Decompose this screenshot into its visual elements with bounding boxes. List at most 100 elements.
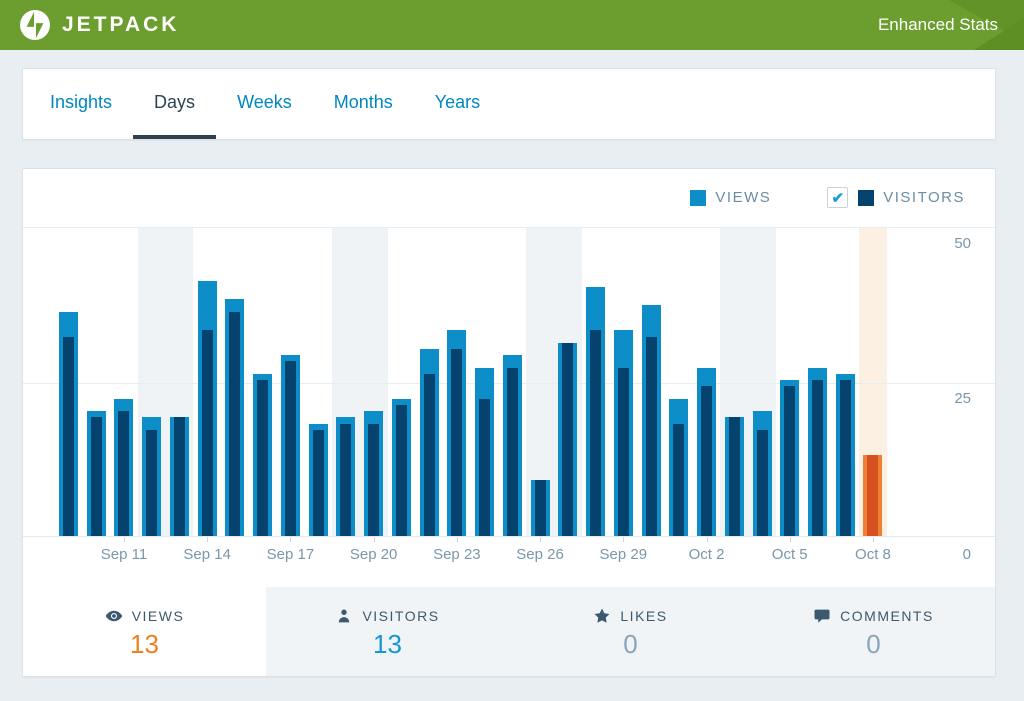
bar-oct-6[interactable] — [807, 367, 827, 536]
legend-visitors-label: VISITORS — [883, 189, 965, 207]
visitors-bar — [340, 423, 352, 536]
bar-sep-24[interactable] — [475, 367, 495, 536]
x-axis-tick — [540, 536, 542, 542]
x-axis-tick — [872, 536, 874, 542]
tab-years[interactable]: Years — [434, 91, 481, 112]
visitors-swatch-icon — [858, 189, 875, 206]
bar-sep-11[interactable] — [114, 398, 134, 536]
summary-likes[interactable]: LIKES 0 — [509, 587, 752, 676]
visitors-bar — [423, 373, 435, 536]
bar-sep-19[interactable] — [336, 417, 356, 536]
chart-legend: VIEWS ✔ VISITORS — [23, 169, 995, 227]
jetpack-logo-icon — [20, 10, 50, 40]
bar-sep-22[interactable] — [419, 348, 439, 536]
visitors-bar — [728, 417, 740, 536]
legend-visitors: ✔ VISITORS — [827, 187, 965, 209]
tab-weeks[interactable]: Weeks — [237, 91, 292, 112]
summary-head: VISITORS — [335, 607, 439, 625]
x-axis-label-sep-26: Sep 26 — [516, 545, 564, 563]
y-axis-label-0: 0 — [962, 545, 971, 563]
jetpack-brand: JETPACK — [20, 10, 179, 40]
y-axis-label-50: 50 — [954, 234, 971, 252]
bar-oct-2[interactable] — [697, 367, 717, 536]
bar-oct-4[interactable] — [752, 411, 772, 536]
bar-sep-21[interactable] — [391, 398, 411, 536]
visitors-bar — [811, 380, 823, 536]
visitors-bar — [63, 336, 74, 536]
x-axis-label-sep-20: Sep 20 — [349, 545, 398, 563]
bar-sep-18[interactable] — [308, 423, 328, 536]
visitors-bar — [284, 361, 296, 536]
bar-sep-25[interactable] — [502, 355, 522, 536]
visitors-bar — [451, 348, 463, 536]
bar-sep-27[interactable] — [558, 342, 578, 536]
summary-tabs: VIEWS 13 VISITORS 13 LIKES 0 COMMENTS 0 — [23, 587, 995, 676]
period-tabs: Insights Days Weeks Months Years — [23, 69, 995, 139]
page-title: Enhanced Stats — [877, 15, 998, 34]
tab-insights[interactable]: Insights — [50, 91, 113, 112]
summary-value: 0 — [623, 628, 638, 659]
summary-visitors[interactable]: VISITORS 13 — [266, 587, 509, 676]
summary-comments[interactable]: COMMENTS 0 — [752, 587, 995, 676]
visitors-bar — [617, 367, 629, 536]
bar-sep-13[interactable] — [169, 417, 189, 536]
bar-sep-23[interactable] — [447, 330, 467, 536]
summary-label: VIEWS — [131, 607, 185, 624]
views-swatch-icon — [690, 189, 707, 206]
x-axis-label-oct-5: Oct 5 — [771, 545, 808, 563]
visitors-bar — [534, 479, 546, 536]
x-axis-tick — [373, 536, 375, 542]
summary-value: 13 — [373, 628, 402, 659]
app-header: JETPACK Enhanced Stats — [0, 0, 1024, 50]
bar-sep-16[interactable] — [253, 373, 273, 536]
bar-sep-14[interactable] — [197, 280, 217, 536]
visitors-bar — [867, 454, 879, 536]
visitors-bar — [562, 342, 574, 536]
bar-oct-3[interactable] — [724, 417, 744, 536]
visitors-bar — [673, 423, 685, 536]
visitors-bar — [756, 429, 768, 536]
bar-sep-30[interactable] — [641, 305, 661, 536]
summary-value: 13 — [130, 628, 159, 659]
bar-oct-7[interactable] — [835, 373, 855, 536]
bar-sep-15[interactable] — [225, 299, 245, 536]
page-body: Insights Days Weeks Months Years VIEWS ✔ VIS… — [0, 50, 1024, 677]
summary-views[interactable]: VIEWS 13 — [23, 587, 266, 676]
summary-label: COMMENTS — [840, 607, 934, 624]
x-axis-tick — [623, 536, 625, 542]
star-icon — [593, 607, 611, 625]
bar-oct-5[interactable] — [780, 380, 800, 536]
x-axis-label-oct-8: Oct 8 — [855, 545, 891, 563]
comment-icon — [813, 607, 831, 625]
visitors-bar — [368, 423, 380, 536]
x-axis-tick — [789, 536, 791, 542]
visitors-bar — [479, 398, 491, 536]
bar-sep-10[interactable] — [86, 411, 106, 536]
bar-sep-29[interactable] — [613, 330, 633, 536]
summary-head: LIKES — [593, 607, 667, 625]
summary-label: LIKES — [620, 607, 668, 624]
bar-oct-8[interactable] — [863, 454, 883, 536]
visitors-bar — [645, 336, 657, 536]
visitors-bar — [506, 367, 518, 536]
eye-icon — [105, 607, 123, 625]
bar-sep-28[interactable] — [586, 286, 606, 536]
bar-oct-1[interactable] — [669, 398, 689, 536]
visitors-bar — [701, 386, 713, 536]
bar-sep-20[interactable] — [364, 411, 384, 536]
chart-plot: 50 25 0 — [23, 226, 995, 563]
visitors-bar — [312, 429, 324, 536]
x-axis-tick — [123, 536, 125, 542]
x-axis-label-sep-17: Sep 17 — [266, 545, 315, 563]
bar-sep-17[interactable] — [280, 355, 300, 536]
tab-months[interactable]: Months — [333, 91, 393, 112]
bar-sep-9[interactable] — [59, 311, 78, 536]
tab-days[interactable]: Days — [133, 69, 217, 139]
visitors-bar — [146, 429, 158, 536]
summary-head: COMMENTS — [813, 607, 934, 625]
x-axis-label-sep-14: Sep 14 — [183, 545, 231, 563]
bar-sep-26[interactable] — [530, 479, 550, 536]
visitors-bar — [257, 380, 269, 536]
bar-sep-12[interactable] — [142, 417, 162, 536]
visitors-checkbox[interactable]: ✔ — [827, 187, 849, 209]
